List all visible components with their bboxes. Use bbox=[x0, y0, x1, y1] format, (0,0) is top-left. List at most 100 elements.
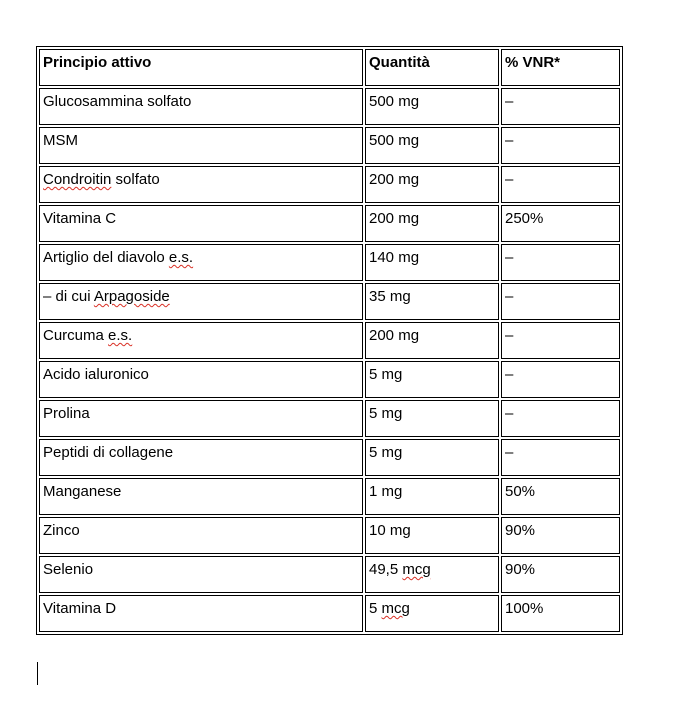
vnr-cell[interactable]: 250% bbox=[501, 205, 620, 242]
cell-text: Peptidi di collagene bbox=[43, 444, 174, 461]
vnr-cell[interactable]: 100% bbox=[501, 595, 620, 632]
vnr-cell[interactable]: – bbox=[501, 400, 620, 437]
cell-text: solfato bbox=[111, 171, 160, 188]
vnr-cell[interactable]: – bbox=[501, 361, 620, 398]
misspelled-text: e.s. bbox=[168, 249, 194, 266]
cell-text: Selenio bbox=[43, 561, 94, 578]
cell-text: 90% bbox=[505, 522, 536, 539]
ingredient-cell[interactable]: Acido ialuronico bbox=[39, 361, 363, 398]
quantity-cell[interactable]: 200 mg bbox=[365, 166, 499, 203]
cell-text: 200 mg bbox=[369, 210, 420, 227]
table-row: – di cui Arpagoside 35 mg – bbox=[39, 283, 620, 320]
cell-text: 50% bbox=[505, 483, 536, 500]
table-row: Selenio 49,5 mcg 90% bbox=[39, 556, 620, 593]
cell-text: Artiglio del diavolo bbox=[43, 249, 169, 266]
ingredient-cell[interactable]: Prolina bbox=[39, 400, 363, 437]
ingredients-table: Principio attivo Quantità % VNR* Glucosa… bbox=[36, 46, 623, 635]
vnr-cell[interactable]: 90% bbox=[501, 517, 620, 554]
quantity-cell[interactable]: 1 mg bbox=[365, 478, 499, 515]
header-cell-vnr[interactable]: % VNR* bbox=[501, 49, 620, 86]
cell-text: 49,5 bbox=[369, 561, 403, 578]
quantity-cell[interactable]: 5 mcg bbox=[365, 595, 499, 632]
cell-text: Acido ialuronico bbox=[43, 366, 149, 383]
header-cell-quantita[interactable]: Quantità bbox=[365, 49, 499, 86]
quantity-cell[interactable]: 140 mg bbox=[365, 244, 499, 281]
cell-text: 10 mg bbox=[369, 522, 411, 539]
table-row: Glucosammina solfato 500 mg – bbox=[39, 88, 620, 125]
ingredient-cell[interactable]: Vitamina C bbox=[39, 205, 363, 242]
cell-text: 35 mg bbox=[369, 288, 411, 305]
ingredient-cell[interactable]: Zinco bbox=[39, 517, 363, 554]
cell-text: – bbox=[505, 366, 514, 383]
ingredient-cell[interactable]: MSM bbox=[39, 127, 363, 164]
table-row: Artiglio del diavolo e.s. 140 mg – bbox=[39, 244, 620, 281]
vnr-cell[interactable]: – bbox=[501, 166, 620, 203]
ingredient-cell[interactable]: Artiglio del diavolo e.s. bbox=[39, 244, 363, 281]
ingredient-cell[interactable]: Glucosammina solfato bbox=[39, 88, 363, 125]
table-row: Vitamina C 200 mg 250% bbox=[39, 205, 620, 242]
header-cell-principio-attivo[interactable]: Principio attivo bbox=[39, 49, 363, 86]
cell-text: Vitamina D bbox=[43, 600, 117, 617]
quantity-cell[interactable]: 10 mg bbox=[365, 517, 499, 554]
table-row: Acido ialuronico 5 mg – bbox=[39, 361, 620, 398]
misspelled-text: mcg bbox=[381, 600, 410, 617]
table-row: Curcuma e.s. 200 mg – bbox=[39, 322, 620, 359]
cell-text: 140 mg bbox=[369, 249, 420, 266]
table-row: Vitamina D 5 mcg 100% bbox=[39, 595, 620, 632]
ingredient-cell[interactable]: Selenio bbox=[39, 556, 363, 593]
cell-text: 90% bbox=[505, 561, 536, 578]
quantity-cell[interactable]: 200 mg bbox=[365, 322, 499, 359]
cell-text: 500 mg bbox=[369, 93, 420, 110]
cell-text: Zinco bbox=[43, 522, 80, 539]
quantity-cell[interactable]: 5 mg bbox=[365, 439, 499, 476]
table-row: Peptidi di collagene 5 mg – bbox=[39, 439, 620, 476]
table-row: Zinco 10 mg 90% bbox=[39, 517, 620, 554]
quantity-cell[interactable]: 500 mg bbox=[365, 88, 499, 125]
vnr-cell[interactable]: 90% bbox=[501, 556, 620, 593]
cell-text: 5 mg bbox=[369, 405, 403, 422]
vnr-cell[interactable]: – bbox=[501, 88, 620, 125]
cell-text: 5 mg bbox=[369, 444, 403, 461]
quantity-cell[interactable]: 5 mg bbox=[365, 400, 499, 437]
ingredient-cell[interactable]: Curcuma e.s. bbox=[39, 322, 363, 359]
cell-text: – bbox=[505, 288, 514, 305]
cell-text: 200 mg bbox=[369, 171, 420, 188]
quantity-cell[interactable]: 35 mg bbox=[365, 283, 499, 320]
ingredient-cell[interactable]: Manganese bbox=[39, 478, 363, 515]
text-cursor bbox=[37, 662, 38, 685]
vnr-cell[interactable]: 50% bbox=[501, 478, 620, 515]
cell-text: – bbox=[505, 249, 514, 266]
vnr-cell[interactable]: – bbox=[501, 127, 620, 164]
cell-text: 200 mg bbox=[369, 327, 420, 344]
cell-text: – bbox=[505, 327, 514, 344]
cell-text: Vitamina C bbox=[43, 210, 117, 227]
misspelled-text: Condroitin bbox=[43, 171, 112, 188]
cell-text: Manganese bbox=[43, 483, 122, 500]
ingredient-cell[interactable]: Condroitin solfato bbox=[39, 166, 363, 203]
ingredient-cell[interactable]: Peptidi di collagene bbox=[39, 439, 363, 476]
cell-text: 5 bbox=[369, 600, 382, 617]
quantity-cell[interactable]: 5 mg bbox=[365, 361, 499, 398]
table-row: Manganese 1 mg 50% bbox=[39, 478, 620, 515]
misspelled-text: Arpagoside bbox=[93, 288, 170, 305]
table-header-row: Principio attivo Quantità % VNR* bbox=[39, 49, 620, 86]
cell-text: Glucosammina solfato bbox=[43, 93, 192, 110]
quantity-cell[interactable]: 500 mg bbox=[365, 127, 499, 164]
vnr-cell[interactable]: – bbox=[501, 322, 620, 359]
cell-text: 250% bbox=[505, 210, 544, 227]
cell-text: MSM bbox=[43, 132, 78, 149]
ingredient-cell[interactable]: Vitamina D bbox=[39, 595, 363, 632]
misspelled-text: e.s. bbox=[108, 327, 133, 344]
vnr-cell[interactable]: – bbox=[501, 439, 620, 476]
cell-text: – di cui bbox=[43, 288, 94, 305]
cell-text: 500 mg bbox=[369, 132, 420, 149]
ingredient-cell[interactable]: – di cui Arpagoside bbox=[39, 283, 363, 320]
quantity-cell[interactable]: 200 mg bbox=[365, 205, 499, 242]
cell-text: – bbox=[505, 93, 514, 110]
table-row: MSM 500 mg – bbox=[39, 127, 620, 164]
vnr-cell[interactable]: – bbox=[501, 283, 620, 320]
quantity-cell[interactable]: 49,5 mcg bbox=[365, 556, 499, 593]
cell-text: – bbox=[505, 405, 514, 422]
vnr-cell[interactable]: – bbox=[501, 244, 620, 281]
